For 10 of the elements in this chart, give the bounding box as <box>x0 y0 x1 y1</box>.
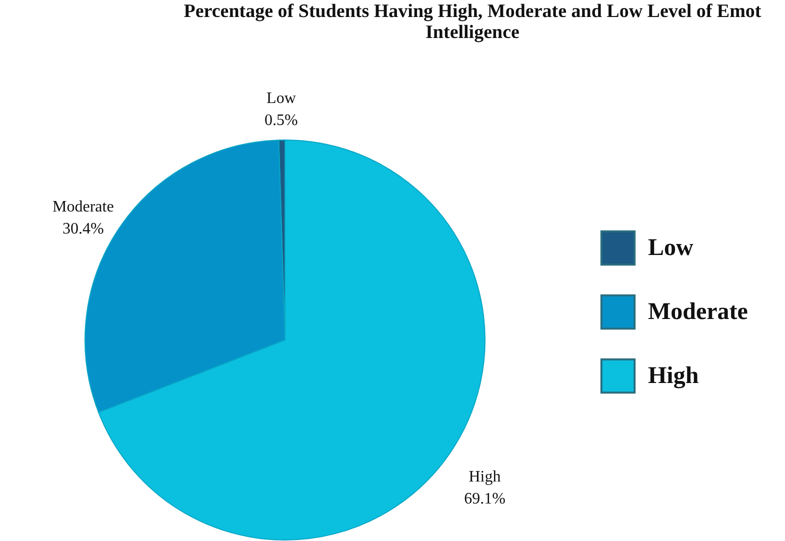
legend-label: High <box>648 363 699 389</box>
slice-label: High <box>468 468 501 486</box>
data-label: 0.5% <box>264 112 298 130</box>
slice-label: Moderate <box>52 198 114 216</box>
chart-title: Percentage of Students Having High, Moderate and Low Level of Emot Intelligence <box>184 1 762 43</box>
legend-label: Low <box>648 235 694 261</box>
legend-label: Moderate <box>648 299 748 325</box>
slice-label: Low <box>266 90 296 108</box>
data-label: 30.4% <box>62 220 104 238</box>
data-label: 69.1% <box>464 490 506 508</box>
